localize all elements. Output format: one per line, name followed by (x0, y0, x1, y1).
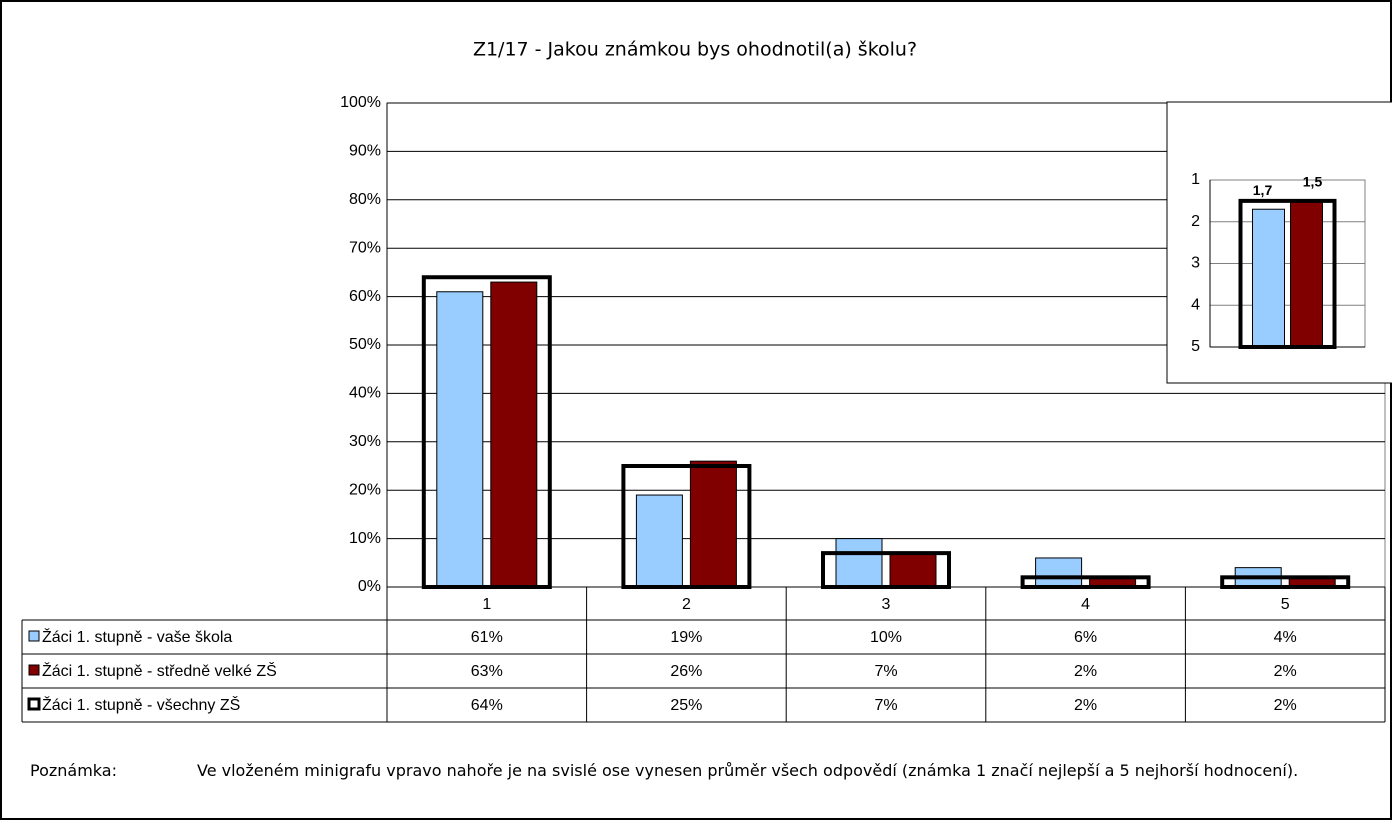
data-label: 1,5 (1303, 174, 1323, 190)
table-value: 10% (870, 629, 902, 646)
y-tick-label: 40% (349, 385, 381, 402)
legend-label: Žáci 1. stupně - všechny ZŠ (42, 695, 240, 714)
y-tick-label: 3 (1191, 255, 1200, 272)
legend-label: Žáci 1. stupně - středně velké ZŠ (42, 661, 277, 680)
y-tick-label: 4 (1191, 296, 1200, 313)
y-tick-label: 80% (349, 191, 381, 208)
data-label: 1,7 (1253, 182, 1273, 198)
table-value: 2% (1074, 697, 1097, 714)
legend-key (28, 664, 40, 676)
x-tick-label: 1 (482, 596, 491, 613)
x-tick-label: 2 (682, 596, 691, 613)
x-tick-label: 5 (1281, 596, 1290, 613)
y-tick-label: 90% (349, 143, 381, 160)
bar (835, 538, 883, 588)
chart-title: Z1/17 - Jakou známkou bys ohodnotil(a) š… (473, 39, 917, 61)
y-tick-label: 100% (340, 94, 381, 111)
table-value: 7% (874, 697, 897, 714)
table-value: 4% (1274, 629, 1297, 646)
bar (689, 460, 737, 588)
bar (490, 281, 538, 588)
table-value: 7% (874, 663, 897, 680)
bar-outline (1020, 575, 1151, 590)
bar-outline (421, 275, 552, 589)
bar-outline (821, 551, 951, 589)
y-tick-label: 70% (349, 239, 381, 256)
y-tick-label: 50% (349, 336, 381, 353)
legend-key (27, 697, 41, 711)
note-label: Poznámka: (30, 761, 117, 780)
table-value: 2% (1074, 663, 1097, 680)
y-tick-label: 5 (1191, 338, 1200, 355)
legend-label: Žáci 1. stupně - vaše škola (42, 627, 232, 646)
note-text: Ve vloženém minigrafu vpravo nahoře je n… (197, 761, 1299, 780)
y-tick-label: 30% (349, 433, 381, 450)
table-value: 25% (670, 697, 702, 714)
y-tick-label: 10% (349, 530, 381, 547)
bar (1290, 200, 1323, 348)
table-value: 6% (1074, 629, 1097, 646)
bar (1035, 557, 1083, 588)
table-value: 2% (1274, 663, 1297, 680)
y-tick-label: 1 (1191, 171, 1200, 188)
bar (889, 552, 937, 588)
y-tick-label: 2 (1191, 213, 1200, 230)
x-tick-label: 4 (1081, 596, 1090, 613)
y-tick-label: 60% (349, 288, 381, 305)
x-tick-label: 3 (882, 596, 891, 613)
bar (436, 291, 484, 588)
table-value: 26% (670, 663, 702, 680)
legend-key (28, 630, 40, 642)
y-tick-label: 20% (349, 481, 381, 498)
bar-outline (1220, 575, 1351, 590)
table-value: 63% (471, 663, 503, 680)
y-tick-label: 0% (358, 578, 381, 595)
table-value: 19% (670, 629, 702, 646)
table-value: 64% (471, 697, 503, 714)
table-value: 2% (1274, 697, 1297, 714)
bar-outline (621, 464, 752, 589)
bar (635, 494, 683, 588)
bar (1252, 208, 1285, 348)
bar-outline (1238, 198, 1337, 349)
table-value: 61% (471, 629, 503, 646)
